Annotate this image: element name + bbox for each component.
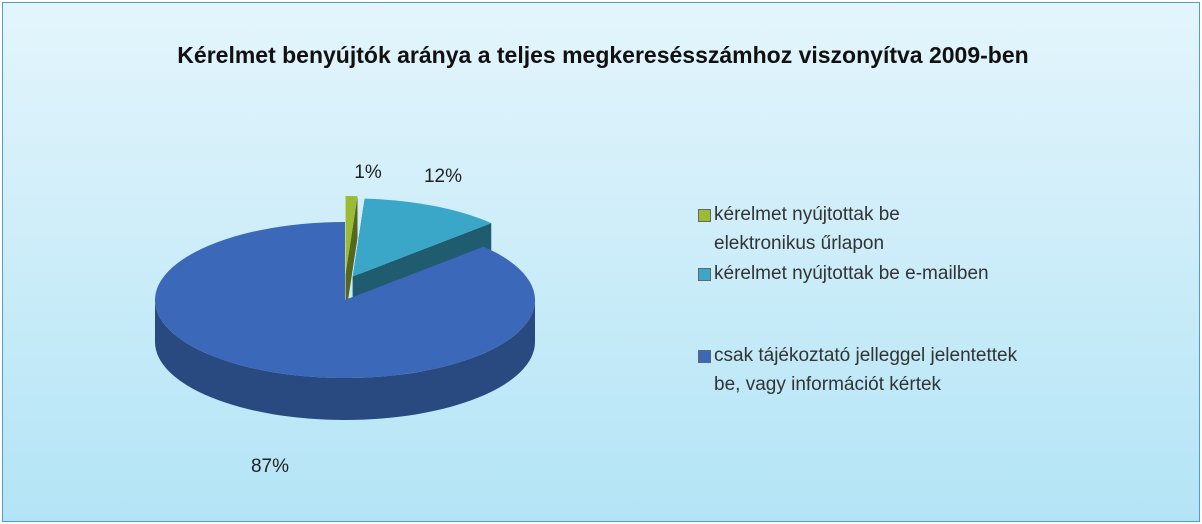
pie-slice [345, 196, 358, 317]
data-label: 87% [251, 456, 289, 477]
slice-top [345, 196, 358, 275]
data-label: 12% [424, 166, 462, 187]
legend-swatch [698, 209, 711, 222]
chart-title: Kérelmet benyújtók aránya a teljes megke… [177, 42, 1029, 68]
legend-swatch [698, 268, 711, 281]
data-label: 1% [354, 162, 382, 183]
legend-label: kérelmet nyújtottak be e-mailben [714, 263, 989, 284]
slice-side-wall [155, 300, 535, 420]
slice-edge-wall [345, 196, 358, 317]
legend-label: csak tájékoztató jelleggel jelentettek b… [714, 345, 1018, 395]
legend-swatch [698, 350, 711, 363]
pie-slice [154, 222, 535, 420]
slice-top [154, 222, 535, 378]
legend-label: kérelmet nyújtottak be elektronikus űrla… [714, 204, 900, 254]
slice-top [352, 198, 492, 277]
